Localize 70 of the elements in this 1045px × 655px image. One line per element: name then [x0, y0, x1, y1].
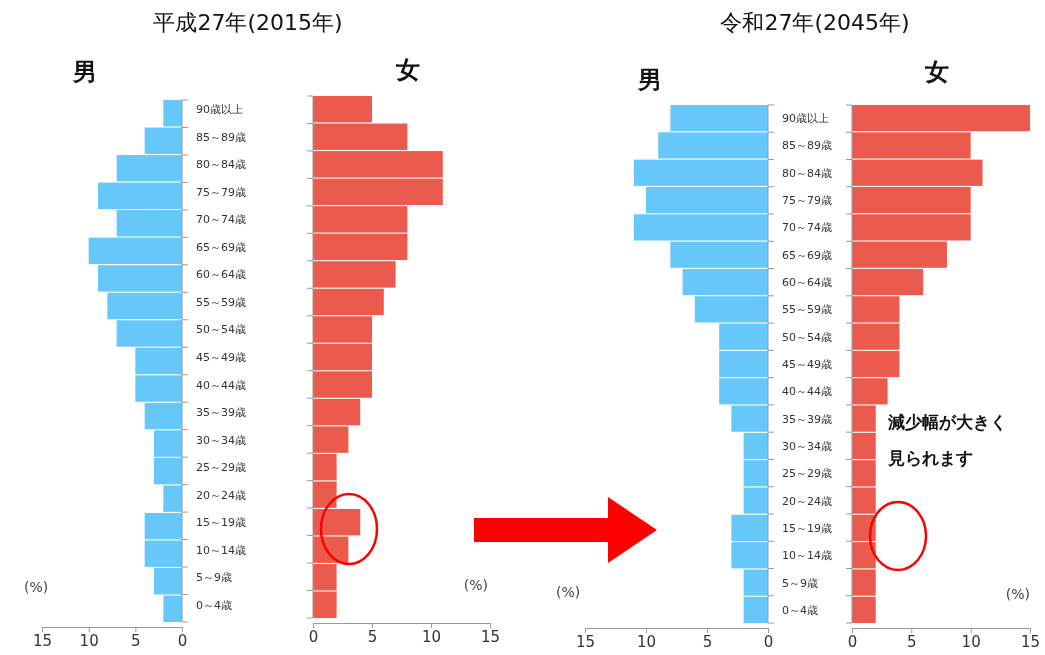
y-tick-label: 75～79歳: [782, 194, 832, 208]
y-tick-label: 25～29歳: [782, 467, 832, 481]
text: 令和27年(2045年): [720, 10, 910, 35]
y-tick-label: 30～34歳: [196, 433, 246, 447]
chart-subtitle: 男: [72, 58, 97, 86]
y-tick-label: 40～44歳: [782, 385, 832, 399]
y-tick-label: 30～34歳: [782, 439, 832, 453]
y-tick-label: 0～4歳: [782, 603, 818, 617]
chart-subtitle: 女: [395, 56, 420, 84]
y-tick-label: 25～29歳: [196, 461, 246, 475]
y-tick-label: 85～89歳: [196, 130, 246, 144]
y-tick-label: 55～59歳: [782, 303, 832, 317]
y-tick-label: 35～39歳: [196, 406, 246, 420]
y-tick-label: 10～14歳: [782, 549, 832, 563]
y-tick-label: 75～79歳: [196, 185, 246, 199]
y-tick-label: 35～39歳: [782, 412, 832, 426]
y-tick-label: 85～89歳: [782, 139, 832, 153]
x-tick-label: 5: [907, 632, 917, 651]
y-tick-label: 5～9歳: [196, 571, 232, 585]
x-axis-title: (%): [1005, 586, 1030, 602]
y-tick-label: 50～54歳: [782, 330, 832, 344]
y-tick-label: 70～74歳: [196, 213, 246, 227]
y-tick-label: 60～64歳: [782, 276, 832, 290]
annotation: 見られます: [887, 448, 973, 468]
x-tick-label: 10: [636, 632, 657, 651]
y-tick-label: 90歳以上: [782, 112, 829, 126]
x-axis-title: (%): [556, 584, 581, 600]
y-tick-label: 15～19歳: [196, 516, 246, 530]
y-tick-label: 5～9歳: [782, 576, 818, 590]
x-axis-title: (%): [24, 579, 49, 595]
y-tick-label: 45～49歳: [782, 358, 832, 371]
x-tick-label: 5: [702, 632, 713, 651]
x-tick-label: 0: [847, 632, 858, 651]
x-tick-label: 15: [32, 631, 53, 650]
y-tick-label: 60～64歳: [196, 268, 246, 282]
y-tick-label: 0～4歳: [196, 598, 232, 612]
y-tick-label: 10～14歳: [196, 543, 246, 557]
y-tick-label: 20～24歳: [196, 488, 246, 502]
bar: [313, 96, 372, 123]
x-tick-label: 0: [763, 632, 774, 651]
y-tick-label: 50～54歳: [196, 323, 246, 337]
bar: [163, 100, 182, 127]
chart-subtitle: 女: [924, 58, 949, 86]
x-tick-label: 0: [308, 627, 319, 646]
x-tick-label: 0: [177, 631, 188, 650]
y-tick-label: 80～84歳: [782, 166, 832, 180]
x-tick-label: 10: [79, 631, 99, 650]
y-tick-label: 65～69歳: [782, 248, 832, 262]
x-tick-label: 15: [1020, 632, 1041, 651]
chart-subtitle: 男: [637, 66, 662, 94]
y-tick-label: 80～84歳: [196, 158, 246, 172]
x-tick-label: 10: [421, 627, 442, 646]
y-tick-label: 70～74歳: [782, 221, 832, 235]
y-tick-label: 15～19歳: [782, 521, 832, 535]
x-tick-label: 15: [575, 632, 596, 651]
x-tick-label: 15: [480, 627, 501, 646]
x-tick-label: 10: [961, 632, 981, 651]
bar: [163, 595, 182, 622]
x-tick-label: 5: [131, 631, 141, 650]
y-tick-label: 20～24歳: [782, 494, 832, 508]
y-tick-label: 90歳以上: [196, 103, 243, 117]
x-tick-label: 5: [367, 627, 378, 646]
text: 平成27年(2015年): [153, 10, 343, 35]
y-tick-label: 55～59歳: [196, 295, 246, 309]
y-tick-label: 40～44歳: [196, 378, 246, 392]
x-axis-title: (%): [463, 577, 488, 593]
annotation: 減少幅が大きく: [887, 412, 1007, 432]
bar: [313, 591, 337, 618]
y-tick-label: 65～69歳: [196, 240, 246, 254]
y-tick-label: 45～49歳: [196, 351, 246, 364]
